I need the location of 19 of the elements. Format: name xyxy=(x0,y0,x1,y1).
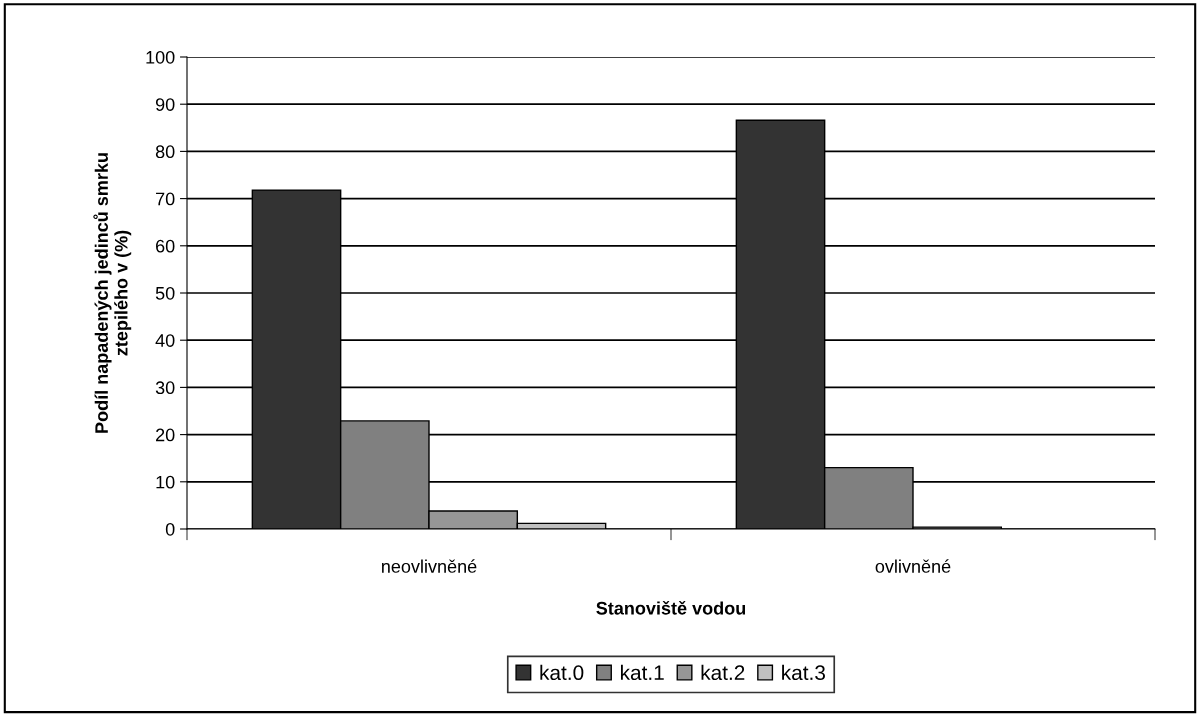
y-tick-label: 80 xyxy=(155,145,175,159)
y-tick-label: 60 xyxy=(156,239,175,253)
y-tick-label: 70 xyxy=(156,192,175,206)
y-tick-label: 50 xyxy=(155,286,175,300)
y-tick-label: 30 xyxy=(155,381,175,395)
y-tick-label: 20 xyxy=(156,428,175,442)
legend-label: kat.1 xyxy=(620,664,664,681)
y-tick-label: 40 xyxy=(155,334,175,347)
legend-label: kat.0 xyxy=(540,664,584,681)
y-axis-title: Podíl napadených jedinců smrku ztepilého v (%) xyxy=(93,153,132,433)
legend-label: kat.2 xyxy=(701,664,745,681)
y-tick-label: 10 xyxy=(156,475,175,489)
y-tick-label: 0 xyxy=(165,522,175,536)
y-tick-label: 100 xyxy=(146,50,175,64)
x-axis-title: Stanoviště vodou xyxy=(596,600,746,615)
legend-label: kat.3 xyxy=(782,664,825,681)
y-tick-label: 90 xyxy=(155,98,175,111)
x-tick-label: neovlivněné xyxy=(382,559,477,573)
x-tick-label: ovlivněné xyxy=(875,559,951,573)
